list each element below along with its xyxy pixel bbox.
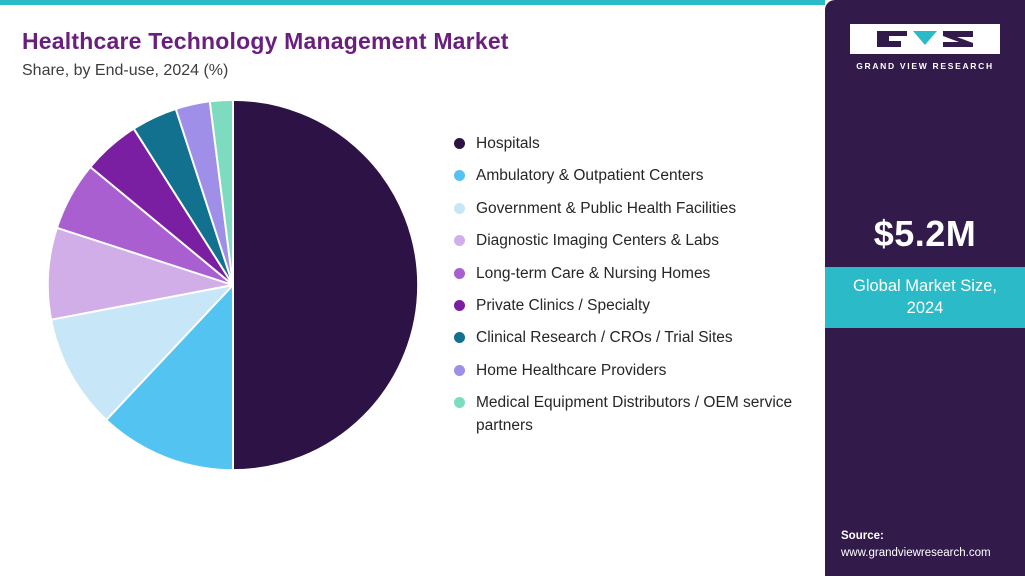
legend-swatch xyxy=(454,300,465,311)
source-label: Source: xyxy=(841,529,884,542)
legend-swatch xyxy=(454,364,465,376)
source-block: Source: www.grandviewresearch.com xyxy=(825,528,1001,576)
legend-label: Diagnostic Imaging Centers & Labs xyxy=(476,232,719,250)
legend-label: Hospitals xyxy=(476,134,540,152)
market-size-value: $5.2M xyxy=(873,213,977,254)
pie-chart xyxy=(42,94,424,476)
gvr-logo xyxy=(850,24,1000,54)
legend-item: Medical Equipment Distributors / OEM ser… xyxy=(454,392,799,437)
legend-swatch xyxy=(454,397,465,409)
legend-label: Medical Equipment Distributors / OEM ser… xyxy=(476,394,793,434)
gvr-logo-icon xyxy=(877,31,973,47)
chart-panel: Healthcare Technology Management Market … xyxy=(0,0,825,476)
legend-label: Government & Public Health Facilities xyxy=(476,199,737,217)
market-size-label: Global Market Size, 2024 xyxy=(825,267,1025,328)
legend-item: Long-term Care & Nursing Homes xyxy=(454,263,799,285)
source-url[interactable]: www.grandviewresearch.com xyxy=(841,546,991,559)
sidebar: GRAND VIEW RESEARCH $5.2M Global Market … xyxy=(825,0,1025,576)
pie-slice xyxy=(50,284,234,421)
chart-title: Healthcare Technology Management Market xyxy=(22,28,509,54)
legend-swatch xyxy=(454,202,465,214)
pie-chart-svg xyxy=(46,98,420,472)
legend-swatch xyxy=(454,170,465,182)
chart-row: Hospitals Ambulatory & Outpatient Centers… xyxy=(0,94,825,476)
legend-item: Clinical Research / CROs / Trial Sites xyxy=(454,327,799,349)
legend-item: Diagnostic Imaging Centers & Labs xyxy=(454,230,799,252)
legend-label: Ambulatory & Outpatient Centers xyxy=(476,167,704,185)
legend-swatch xyxy=(454,267,465,279)
top-accent-bar xyxy=(0,0,825,5)
legend-label: Clinical Research / CROs / Trial Sites xyxy=(476,329,733,347)
legend-label: Home Healthcare Providers xyxy=(476,361,667,379)
brand-name: GRAND VIEW RESEARCH xyxy=(856,61,994,71)
chart-subtitle: Share, by End-use, 2024 (%) xyxy=(22,62,229,79)
legend-item: Ambulatory & Outpatient Centers xyxy=(454,165,799,187)
legend-swatch xyxy=(454,235,465,247)
pie-slice xyxy=(232,98,420,472)
legend-item: Hospitals xyxy=(454,133,799,155)
pie-slice xyxy=(208,98,234,286)
legend-label: Private Clinics / Specialty xyxy=(476,297,651,314)
legend-item: Home Healthcare Providers xyxy=(454,360,799,382)
pie-slice xyxy=(46,226,234,321)
legend: Hospitals Ambulatory & Outpatient Centers… xyxy=(454,133,799,438)
legend-item: Government & Public Health Facilities xyxy=(454,198,799,220)
legend-label: Long-term Care & Nursing Homes xyxy=(476,264,711,282)
legend-item: Private Clinics / Specialty xyxy=(454,295,799,317)
legend-swatch xyxy=(454,137,465,149)
legend-swatch xyxy=(454,332,465,344)
pie-slice xyxy=(105,284,234,472)
